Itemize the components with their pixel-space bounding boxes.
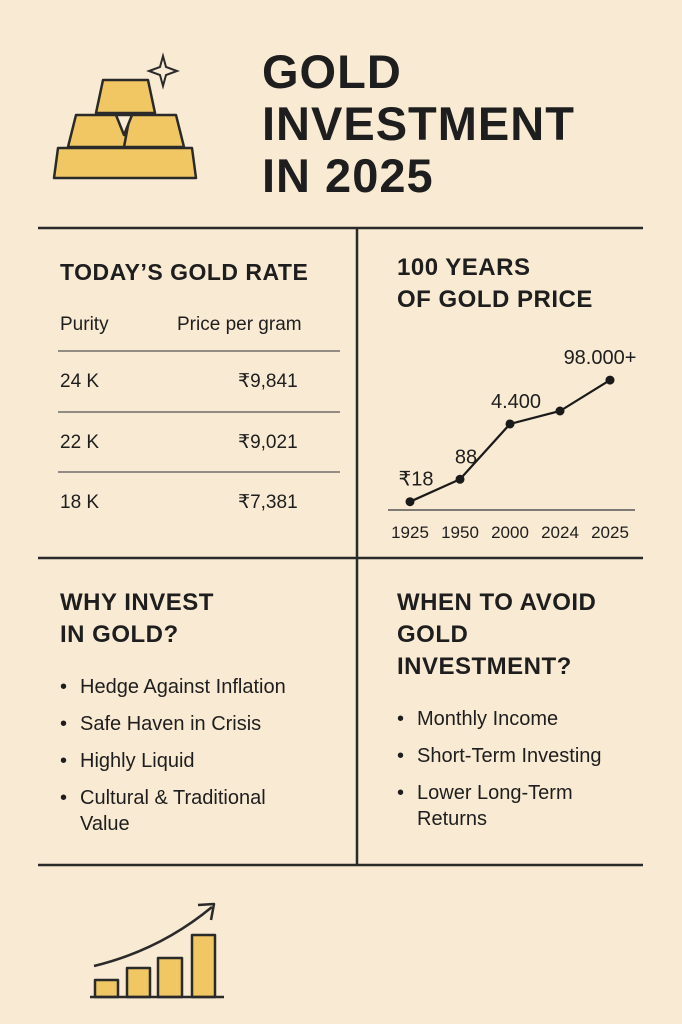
x-tick-label: 1950 xyxy=(441,523,479,542)
why-title: WHY INVEST IN GOLD? xyxy=(60,587,214,651)
value-label: ₹18 xyxy=(399,469,434,491)
table-title: TODAY’S GOLD RATE xyxy=(60,259,309,285)
avoid-title: WHEN TO AVOID GOLD INVESTMENT? xyxy=(397,587,596,683)
sparkle xyxy=(146,52,180,90)
avoid-title-line: INVESTMENT? xyxy=(397,653,572,680)
table-cell: 22 K xyxy=(60,432,100,453)
list-item: Lower Long-Term Returns xyxy=(397,780,617,832)
list-item: Highly Liquid xyxy=(60,748,340,774)
avoid-title-line: WHEN TO AVOID xyxy=(397,589,597,616)
value-label: 98.000+ xyxy=(564,347,637,369)
why-title-line: WHY INVEST xyxy=(60,589,214,616)
list-item: Monthly Income xyxy=(397,706,657,732)
why-title-line: IN GOLD? xyxy=(60,621,179,648)
table-rules xyxy=(58,350,340,473)
value-label: 4.400 xyxy=(491,391,541,413)
chart-title: 100 YEARS OF GOLD PRICE xyxy=(397,252,593,316)
chart-title-line: 100 YEARS xyxy=(397,254,531,281)
title: GOLD INVESTMENT IN 2025 xyxy=(262,46,575,202)
growth-icon xyxy=(90,902,224,999)
frame xyxy=(38,226,643,867)
value-label: 88 xyxy=(455,446,477,468)
x-tick-label: 2000 xyxy=(491,523,529,542)
avoid-title-line: GOLD xyxy=(397,621,469,648)
why-list: Hedge Against Inflation Safe Haven in Cr… xyxy=(60,674,340,848)
title-line: GOLD xyxy=(262,45,402,98)
title-line: INVESTMENT xyxy=(262,97,575,150)
x-tick-label: 2025 xyxy=(591,523,629,542)
chart-title-line: OF GOLD PRICE xyxy=(397,286,593,313)
table-cell: ₹7,381 xyxy=(238,492,298,513)
table-cell: ₹9,841 xyxy=(238,371,298,392)
price-point xyxy=(605,375,615,385)
x-tick-label: 2024 xyxy=(541,523,579,542)
list-item: Hedge Against Inflation xyxy=(60,674,340,700)
price-point xyxy=(555,406,565,416)
list-item: Short-Term Investing xyxy=(397,743,657,769)
list-item: Cultural & Traditional Value xyxy=(60,785,310,837)
avoid-list: Monthly Income Short-Term Investing Lowe… xyxy=(397,706,657,843)
table-cell: 18 K xyxy=(60,492,100,513)
price-point xyxy=(405,497,415,507)
gold-bars-icon xyxy=(52,78,198,180)
x-tick-label: 1925 xyxy=(391,523,429,542)
list-item: Safe Haven in Crisis xyxy=(60,711,340,737)
table-cell: ₹9,021 xyxy=(238,432,298,453)
column-header: Price per gram xyxy=(177,314,302,335)
price-point xyxy=(505,419,515,429)
title-line: IN 2025 xyxy=(262,149,434,202)
table-cell: 24 K xyxy=(60,371,100,392)
column-header: Purity xyxy=(60,314,109,335)
price-point xyxy=(455,474,465,484)
